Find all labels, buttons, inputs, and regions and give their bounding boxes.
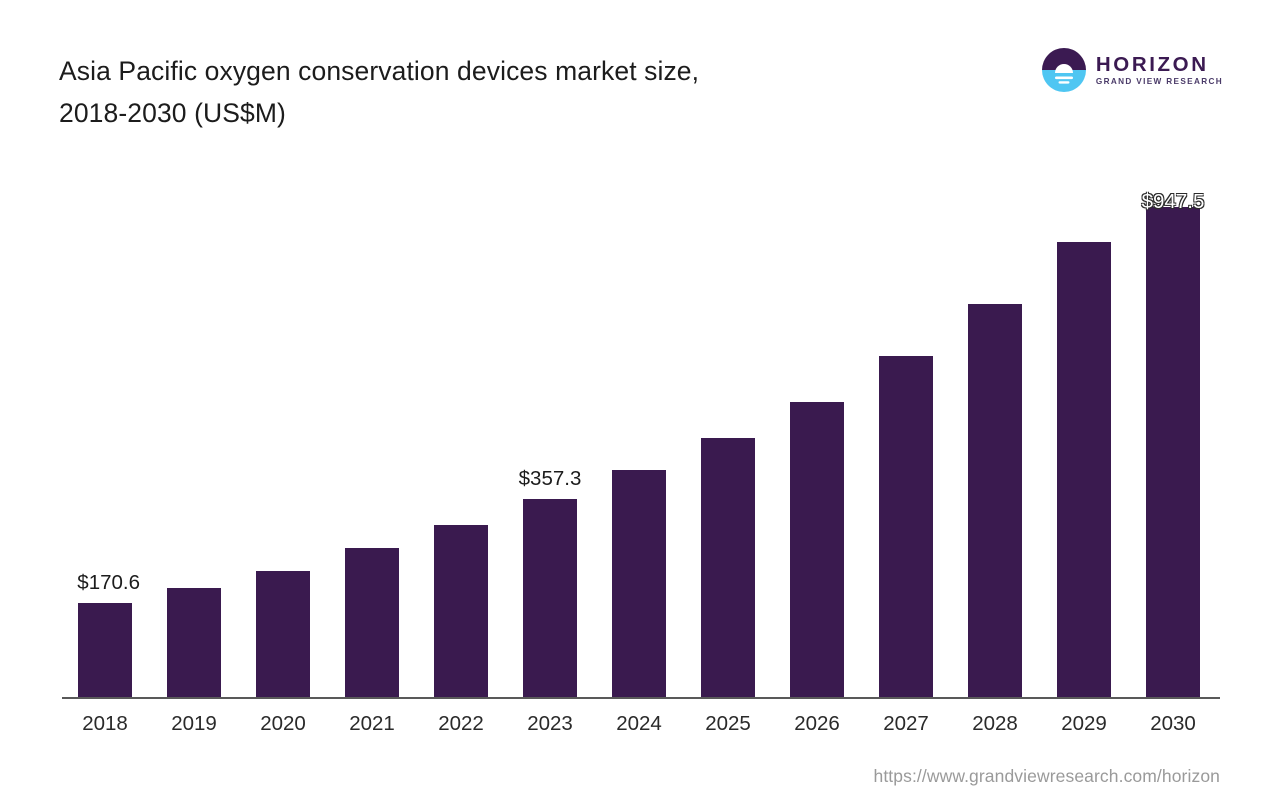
x-tick-2019: 2019 <box>171 712 217 735</box>
x-tick-2027: 2027 <box>883 712 929 735</box>
bar-2029[interactable] <box>1057 242 1111 697</box>
x-tick-2029: 2029 <box>1061 712 1107 735</box>
logo-tagline: GRAND VIEW RESEARCH <box>1095 77 1223 87</box>
bar-2020[interactable] <box>256 571 310 697</box>
x-tick-2018: 2018 <box>82 712 128 735</box>
bar-2030[interactable] <box>1146 207 1200 697</box>
bar-2023[interactable] <box>523 499 577 697</box>
x-tick-2028: 2028 <box>972 712 1018 735</box>
source-url[interactable]: https://www.grandviewresearch.com/horizo… <box>873 766 1220 786</box>
value-label-2023: $357.3 <box>518 467 582 490</box>
x-axis-line <box>62 697 1220 699</box>
horizon-logo-icon <box>1041 48 1086 92</box>
bar-2024[interactable] <box>612 470 666 697</box>
bar-2019[interactable] <box>167 588 221 697</box>
bar-2022[interactable] <box>434 525 488 697</box>
logo-wordmark: HORIZON GRAND VIEW RESEARCH <box>1096 52 1223 89</box>
bar-2027[interactable] <box>879 356 933 697</box>
x-tick-2026: 2026 <box>794 712 840 735</box>
page-title: Asia Pacific oxygen conservation devices… <box>59 56 700 128</box>
chart-header: Asia Pacific oxygen conservation devices… <box>0 0 1280 150</box>
bar-2018[interactable] <box>78 603 132 697</box>
brand-logo: HORIZON GRAND VIEW RESEARCH <box>1041 48 1223 92</box>
value-label-2030: $947.5 <box>1141 190 1205 213</box>
value-label-2018: $170.6 <box>77 571 140 594</box>
x-tick-2023: 2023 <box>527 712 573 735</box>
bar-2026[interactable] <box>790 402 844 697</box>
logo-name: HORIZON <box>1095 52 1209 76</box>
x-tick-2021: 2021 <box>349 712 395 735</box>
x-tick-2022: 2022 <box>438 712 484 735</box>
x-tick-2030: 2030 <box>1150 712 1196 735</box>
x-tick-2020: 2020 <box>260 712 306 735</box>
bar-2028[interactable] <box>968 304 1022 697</box>
bar-2021[interactable] <box>345 548 399 697</box>
x-tick-2024: 2024 <box>616 712 662 735</box>
x-tick-2025: 2025 <box>705 712 751 735</box>
bar-2025[interactable] <box>701 438 755 697</box>
